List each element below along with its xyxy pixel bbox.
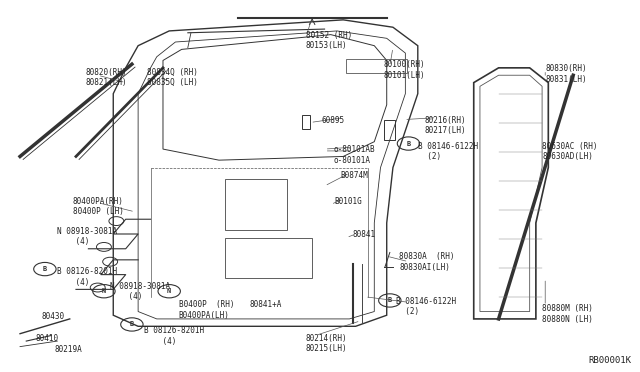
Text: B: B <box>388 298 392 304</box>
Text: 80410: 80410 <box>36 334 59 343</box>
Text: N 08918-3081A
    (4): N 08918-3081A (4) <box>110 282 170 301</box>
Text: 80100(RH)
80101(LH): 80100(RH) 80101(LH) <box>383 61 425 80</box>
Text: 80841+A: 80841+A <box>250 301 282 310</box>
Text: 80830A  (RH)
80830AI(LH): 80830A (RH) 80830AI(LH) <box>399 253 454 272</box>
Text: B: B <box>406 141 411 147</box>
Text: B 08126-8201H
    (4): B 08126-8201H (4) <box>58 267 118 287</box>
Text: B0874M: B0874M <box>340 171 368 180</box>
Text: 80430: 80430 <box>42 311 65 321</box>
Text: 80880M (RH)
80880N (LH): 80880M (RH) 80880N (LH) <box>542 304 593 324</box>
Text: 80400PA(RH)
80400P (LH): 80400PA(RH) 80400P (LH) <box>73 197 124 217</box>
Text: N: N <box>102 288 106 294</box>
Text: N 08918-3081A
    (4): N 08918-3081A (4) <box>58 227 118 246</box>
Text: RB00001K: RB00001K <box>589 356 632 365</box>
Text: 80152 (RH)
80153(LH): 80152 (RH) 80153(LH) <box>306 31 352 50</box>
Text: B 08146-6122H
  (2): B 08146-6122H (2) <box>396 297 456 316</box>
Text: o-80101AB
o-80101A: o-80101AB o-80101A <box>334 145 376 165</box>
Text: B0400P  (RH)
B0400PA(LH): B0400P (RH) B0400PA(LH) <box>179 301 234 320</box>
Text: 80834Q (RH)
80835Q (LH): 80834Q (RH) 80835Q (LH) <box>147 68 198 87</box>
Text: B: B <box>130 321 134 327</box>
Text: 80841: 80841 <box>353 230 376 239</box>
Text: B: B <box>43 266 47 272</box>
Text: 80820(RH)
80821(LH): 80820(RH) 80821(LH) <box>85 68 127 87</box>
Text: 80216(RH)
80217(LH): 80216(RH) 80217(LH) <box>424 116 466 135</box>
Text: B 08126-8201H
    (4): B 08126-8201H (4) <box>145 326 204 346</box>
Text: 60895: 60895 <box>321 116 344 125</box>
Text: B 08146-6122H
  (2): B 08146-6122H (2) <box>418 142 478 161</box>
Text: 80214(RH)
80215(LH): 80214(RH) 80215(LH) <box>306 334 348 353</box>
Text: N: N <box>167 288 172 294</box>
Text: B0101G: B0101G <box>334 197 362 206</box>
Text: 80830(RH)
80831(LH): 80830(RH) 80831(LH) <box>545 64 587 84</box>
Text: 80630AC (RH)
80630AD(LH): 80630AC (RH) 80630AD(LH) <box>542 142 598 161</box>
Text: 80219A: 80219A <box>54 345 82 354</box>
